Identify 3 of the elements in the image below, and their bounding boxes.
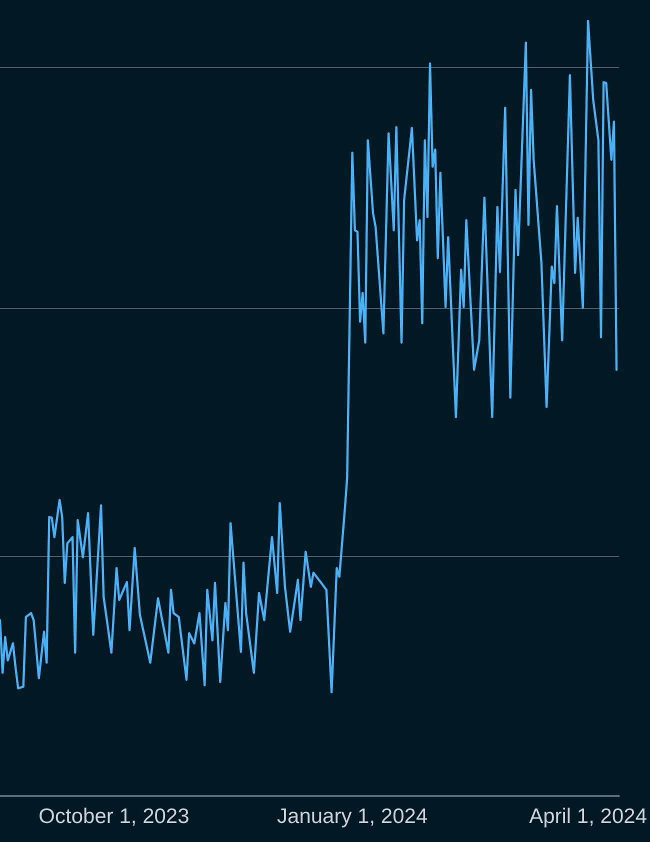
x-tick-label: January 1, 2024: [277, 805, 428, 828]
x-tick-label: April 1, 2024: [529, 805, 648, 828]
x-tick-label: October 1, 2023: [38, 805, 190, 828]
